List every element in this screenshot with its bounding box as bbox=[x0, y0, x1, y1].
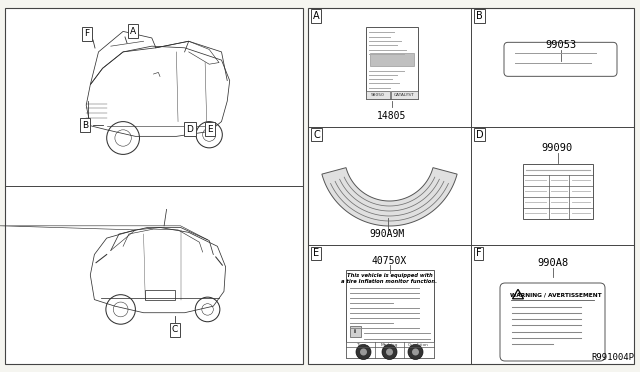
Text: 14805: 14805 bbox=[377, 111, 406, 121]
Text: F: F bbox=[476, 248, 482, 258]
Polygon shape bbox=[322, 168, 457, 226]
Text: WARNING / AVERTISSEMENT: WARNING / AVERTISSEMENT bbox=[510, 292, 602, 297]
Text: E: E bbox=[207, 125, 213, 134]
Text: R991004P: R991004P bbox=[591, 353, 634, 362]
Text: i: i bbox=[354, 329, 356, 334]
Text: B: B bbox=[476, 11, 483, 21]
Text: CATALYST: CATALYST bbox=[394, 93, 415, 97]
Bar bbox=[346, 342, 433, 358]
Text: 99090: 99090 bbox=[542, 143, 573, 153]
Bar bbox=[349, 326, 360, 337]
Circle shape bbox=[386, 349, 393, 356]
Text: B: B bbox=[82, 121, 88, 129]
Bar bbox=[346, 270, 433, 358]
Text: F: F bbox=[84, 29, 90, 38]
Circle shape bbox=[412, 349, 419, 356]
Text: 990A8: 990A8 bbox=[537, 258, 568, 268]
Circle shape bbox=[382, 344, 397, 359]
Text: !: ! bbox=[516, 292, 519, 297]
Text: A: A bbox=[313, 11, 319, 21]
Bar bbox=[522, 164, 593, 218]
Text: 98050: 98050 bbox=[371, 93, 385, 97]
Bar bbox=[365, 27, 417, 99]
Bar bbox=[145, 290, 175, 299]
Text: 40750X: 40750X bbox=[372, 256, 407, 266]
Text: Tire: Tire bbox=[356, 343, 364, 347]
Text: C: C bbox=[172, 326, 178, 334]
FancyBboxPatch shape bbox=[500, 283, 605, 361]
FancyBboxPatch shape bbox=[504, 42, 617, 76]
Text: C: C bbox=[313, 130, 320, 140]
Text: 99053: 99053 bbox=[545, 40, 576, 50]
Bar bbox=[391, 91, 417, 99]
Bar bbox=[5, 8, 303, 364]
Text: a tire Inflation monitor function.: a tire Inflation monitor function. bbox=[341, 279, 438, 284]
Text: 990A9M: 990A9M bbox=[370, 229, 405, 239]
Text: This vehicle is equipped with: This vehicle is equipped with bbox=[347, 273, 433, 278]
Text: Condition: Condition bbox=[408, 343, 429, 347]
Circle shape bbox=[408, 344, 423, 359]
Bar bbox=[365, 91, 390, 99]
Circle shape bbox=[356, 344, 371, 359]
Text: D: D bbox=[187, 125, 193, 134]
Text: D: D bbox=[476, 130, 484, 140]
Bar bbox=[369, 53, 413, 66]
Text: E: E bbox=[313, 248, 319, 258]
Circle shape bbox=[360, 349, 367, 356]
Text: Marking: Marking bbox=[380, 343, 398, 347]
Text: A: A bbox=[130, 26, 136, 35]
Bar bbox=[308, 8, 634, 364]
